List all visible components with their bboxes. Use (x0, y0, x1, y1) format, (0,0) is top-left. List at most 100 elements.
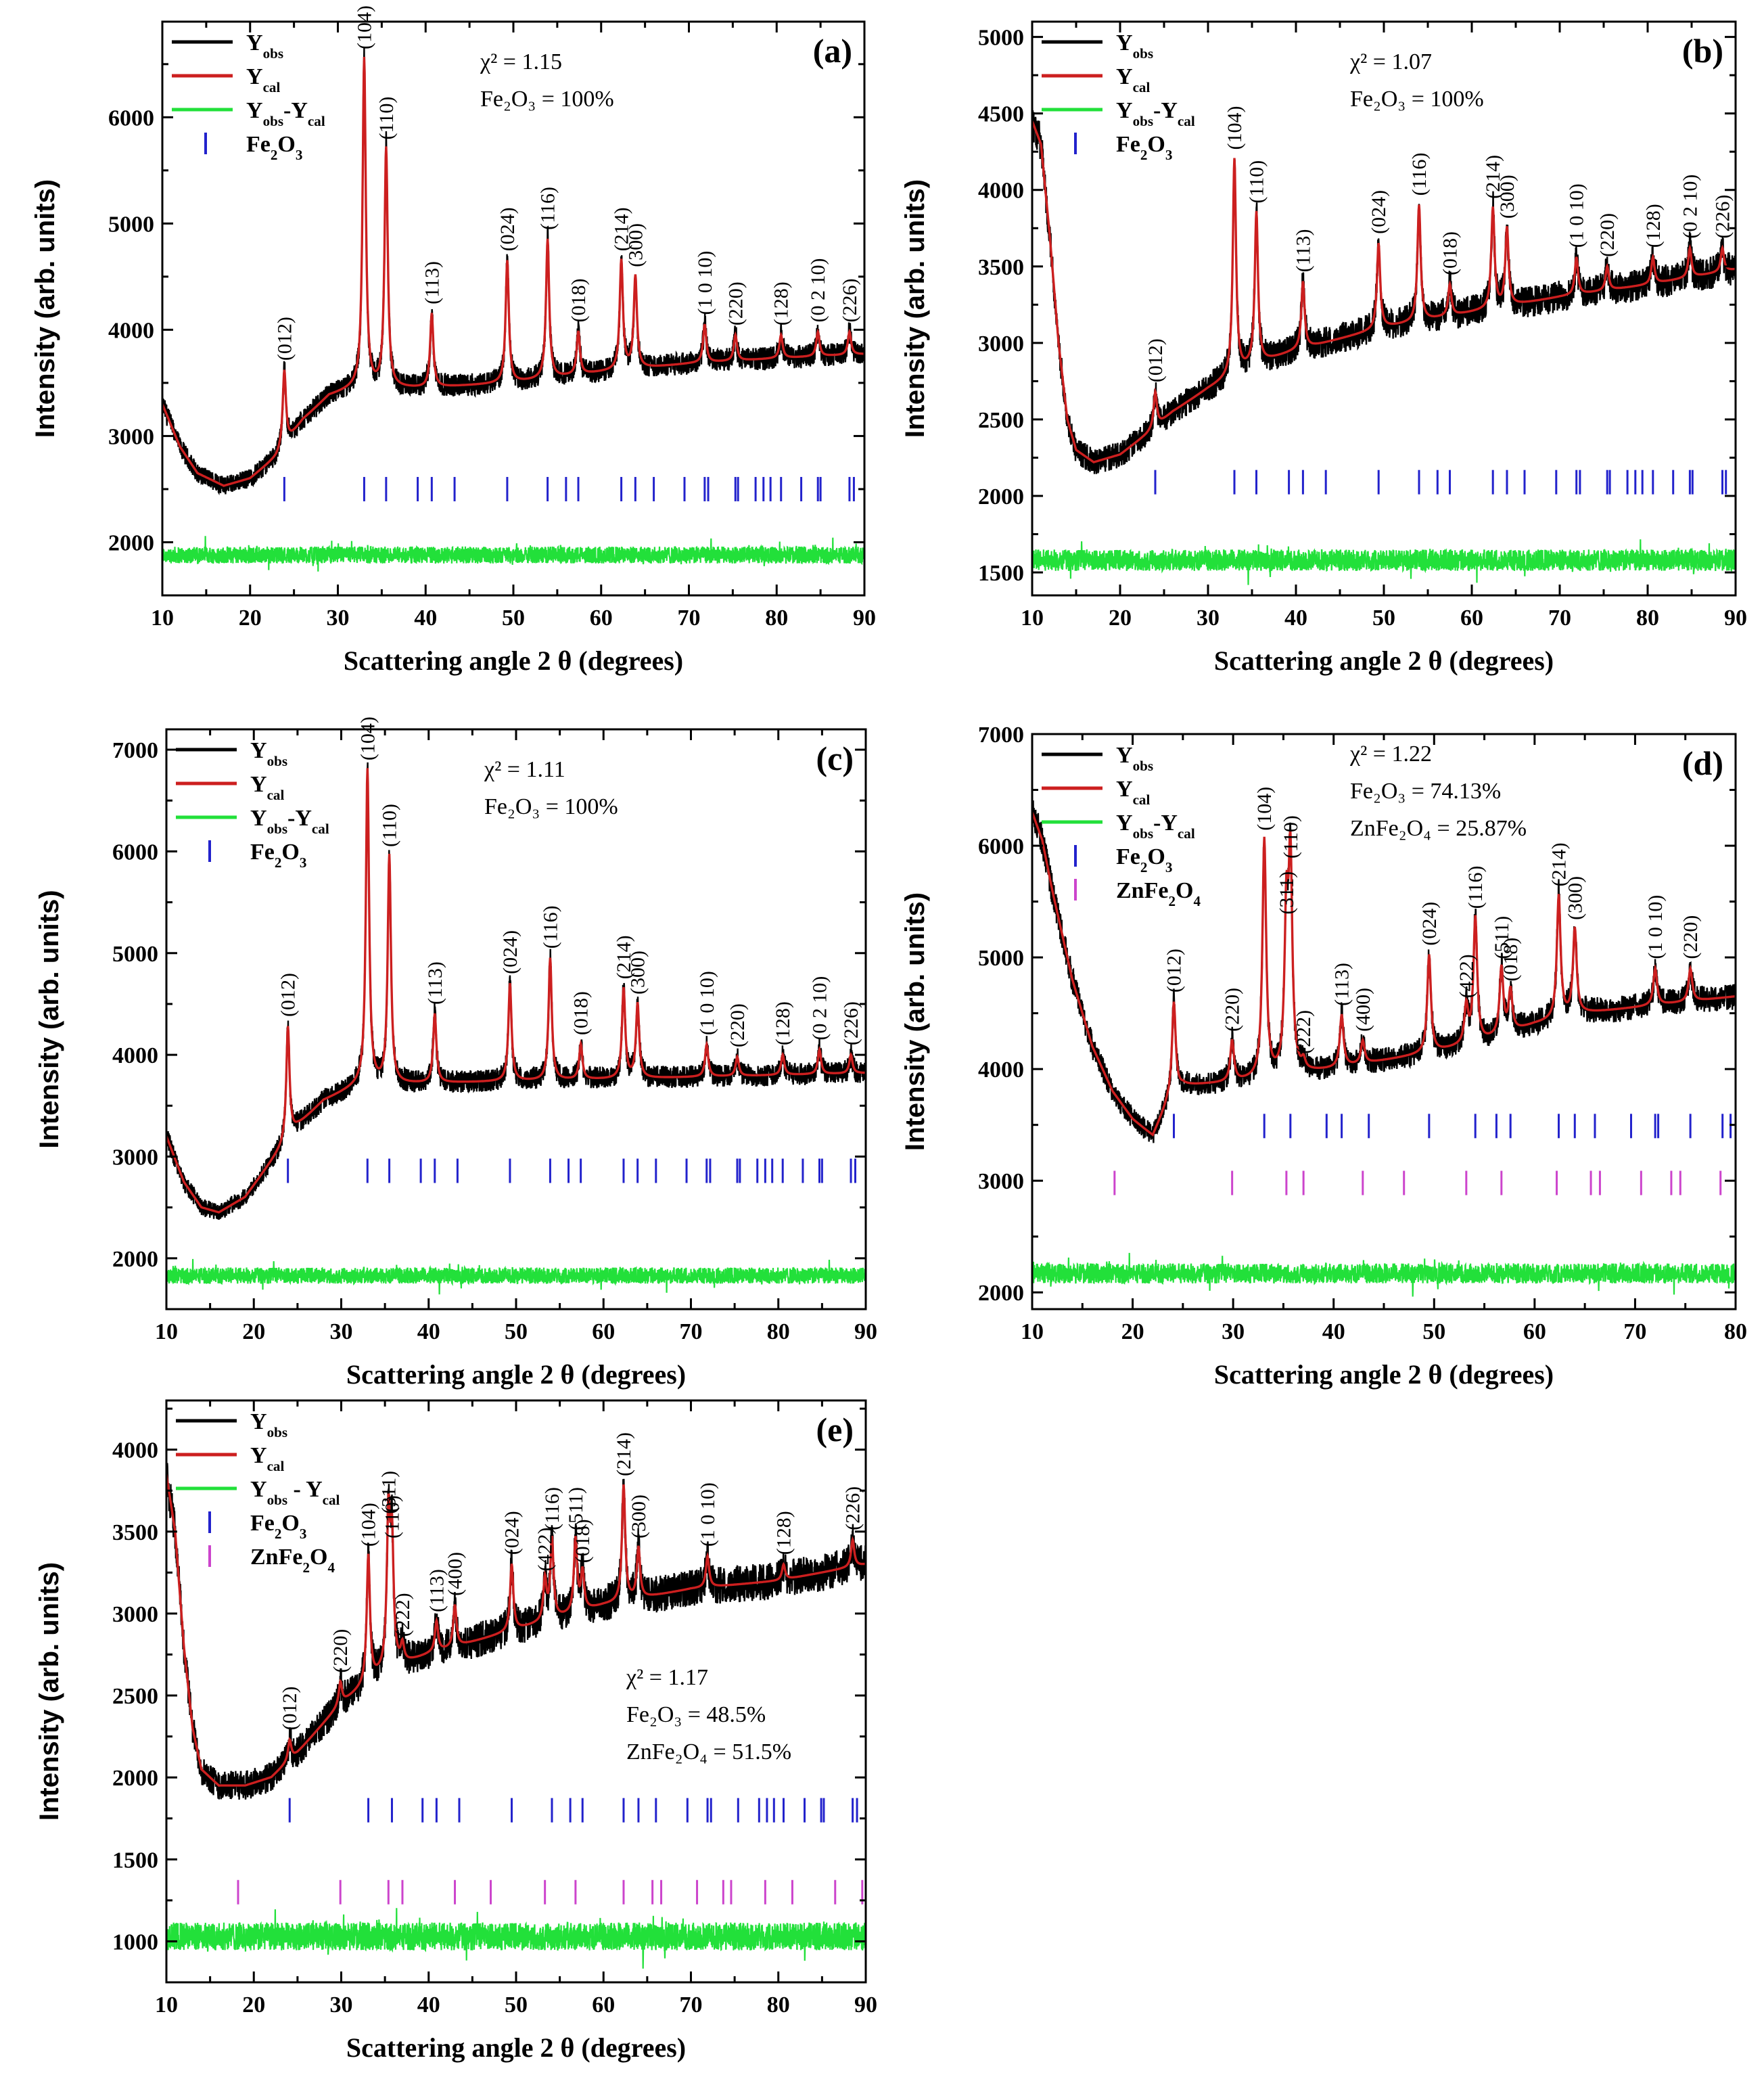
x-tick-label: 30 (330, 1319, 353, 1344)
x-tick-label: 10 (1021, 606, 1044, 631)
legend-label-cal: Ycal (246, 64, 280, 95)
peak-label: (113) (1292, 229, 1314, 273)
peak-label: (300) (1496, 175, 1518, 219)
stats-line: χ² = 1.11 (484, 757, 565, 782)
stats-line: Fe₂O₃ = 100% (1350, 87, 1484, 112)
legend-label-fe2o3: Fe2O3 (250, 1511, 306, 1542)
stats-line: Fe₂O₃ = 100% (484, 794, 618, 819)
peak-label: (214) (613, 935, 635, 979)
peak-label: (422) (534, 1527, 557, 1571)
peak-label: (1 0 10) (694, 251, 716, 315)
x-tick-label: 90 (853, 606, 876, 631)
panel-title: (a) (813, 32, 852, 70)
panel-title: (b) (1682, 32, 1723, 70)
legend-label-diff: Yobs-Ycal (246, 98, 325, 129)
peak-label: (311) (377, 1471, 400, 1514)
y-tick-label: 3500 (112, 1520, 158, 1545)
y-axis-label: Intensity (arb. units) (900, 892, 930, 1151)
peak-label: (012) (277, 973, 300, 1017)
peak-label: (116) (1464, 865, 1487, 909)
x-tick-label: 40 (1322, 1319, 1345, 1344)
y-axis-label: Intensity (arb. units) (30, 179, 60, 438)
x-tick-label: 60 (592, 1319, 615, 1344)
peak-label: (116) (539, 905, 561, 949)
legend-label-cal: Ycal (250, 772, 284, 803)
peak-label: (104) (353, 5, 375, 49)
panel-title: (c) (816, 739, 854, 777)
legend-label-znfe2o4: ZnFe2O4 (1116, 878, 1201, 909)
x-tick-label: 40 (417, 1319, 440, 1344)
y-tick-label: 3000 (978, 1169, 1024, 1194)
x-tick-label: 20 (242, 1992, 265, 2017)
peak-label: (220) (1222, 988, 1244, 1032)
peak-label: (400) (444, 1552, 467, 1596)
x-tick-label: 30 (1222, 1319, 1245, 1344)
x-tick-label: 70 (678, 606, 701, 631)
y-tick-label: 2000 (108, 530, 154, 555)
y-tick-label: 3000 (978, 332, 1024, 357)
legend-label-obs: Yobs (1116, 743, 1153, 774)
peak-label: (214) (1548, 842, 1571, 886)
y-tick-label: 5000 (112, 942, 158, 967)
chart-panel-d: 10 20 30 40 50 60 70 80 2000 3000 4000 5000 6000 7000… (900, 723, 1747, 1390)
legend-label-cal: Ycal (250, 1443, 284, 1474)
legend-label-fe2o3: Fe2O3 (1116, 132, 1172, 163)
peak-label: (113) (425, 1569, 448, 1612)
y-tick-label: 4500 (978, 102, 1024, 127)
peak-label: (300) (627, 951, 649, 995)
series-ycal (166, 768, 866, 1214)
peak-label: (214) (1482, 155, 1504, 199)
x-tick-label: 90 (854, 1319, 877, 1344)
peak-label: (220) (726, 1003, 749, 1047)
stats-annotation: χ² = 1.17 Fe₂O₃ = 48.5% ZnFe₂O₄ = 51.5% (626, 1665, 791, 1764)
legend-label-diff: Yobs - Ycal (250, 1477, 340, 1508)
peak-label: (511) (1491, 916, 1513, 959)
peak-label: (012) (1163, 949, 1185, 993)
x-tick-label: 60 (1460, 606, 1483, 631)
peak-label: (024) (1418, 902, 1441, 946)
peak-label: (113) (1331, 963, 1353, 1006)
peak-label: (220) (329, 1629, 352, 1673)
y-tick-label: 2000 (978, 1281, 1024, 1306)
peak-label: (113) (421, 261, 443, 304)
series-yobs-ycal-diff (1032, 539, 1736, 585)
x-tick-label: 60 (590, 606, 613, 631)
peak-label: (110) (381, 1495, 403, 1538)
x-tick-label: 40 (414, 606, 437, 631)
chart-panel-e: 10 20 30 40 50 60 70 80 90 1000 1500 2000 2500 3000 35… (34, 1399, 877, 2063)
series-ycal (166, 1474, 866, 1787)
peak-label: (226) (842, 1486, 864, 1530)
legend-label-diff: Yobs-Ycal (1116, 98, 1195, 129)
y-tick-label: 6000 (108, 106, 154, 131)
x-tick-label: 10 (155, 1992, 178, 2017)
chart-panel-a: 10 20 30 40 50 60 70 80 90 2000 3000 4000 5000 6000 Sc… (30, 5, 876, 676)
y-tick-label: 2000 (978, 484, 1024, 509)
stats-line: Fe₂O₃ = 100% (480, 87, 614, 112)
y-tick-label: 2500 (112, 1684, 158, 1709)
y-tick-label: 4000 (108, 318, 154, 343)
y-tick-label: 4000 (978, 1057, 1024, 1082)
peak-label: (1 0 10) (697, 1482, 719, 1547)
y-tick-label: 4000 (112, 1438, 158, 1463)
panel-title: (d) (1682, 744, 1723, 782)
peak-label: (024) (501, 1511, 524, 1555)
series-yobs-ycal-diff (162, 536, 864, 572)
peak-label: (104) (1253, 787, 1276, 831)
peak-label: (400) (1352, 988, 1374, 1032)
peak-label: (222) (1293, 1010, 1315, 1054)
series-ycal (162, 56, 864, 487)
x-tick-label: 30 (330, 1992, 353, 2017)
peak-label: (024) (499, 930, 521, 974)
peak-label: (018) (570, 991, 593, 1035)
stats-line: χ² = 1.15 (480, 49, 562, 74)
peak-label: (104) (1224, 106, 1246, 150)
y-tick-label: 3500 (978, 255, 1024, 280)
peak-label: (0 2 10) (807, 258, 829, 323)
x-tick-label: 70 (680, 1992, 703, 2017)
x-tick-label: 50 (505, 1992, 528, 2017)
peak-label: (110) (1246, 160, 1268, 204)
peak-label: (113) (424, 961, 446, 1005)
